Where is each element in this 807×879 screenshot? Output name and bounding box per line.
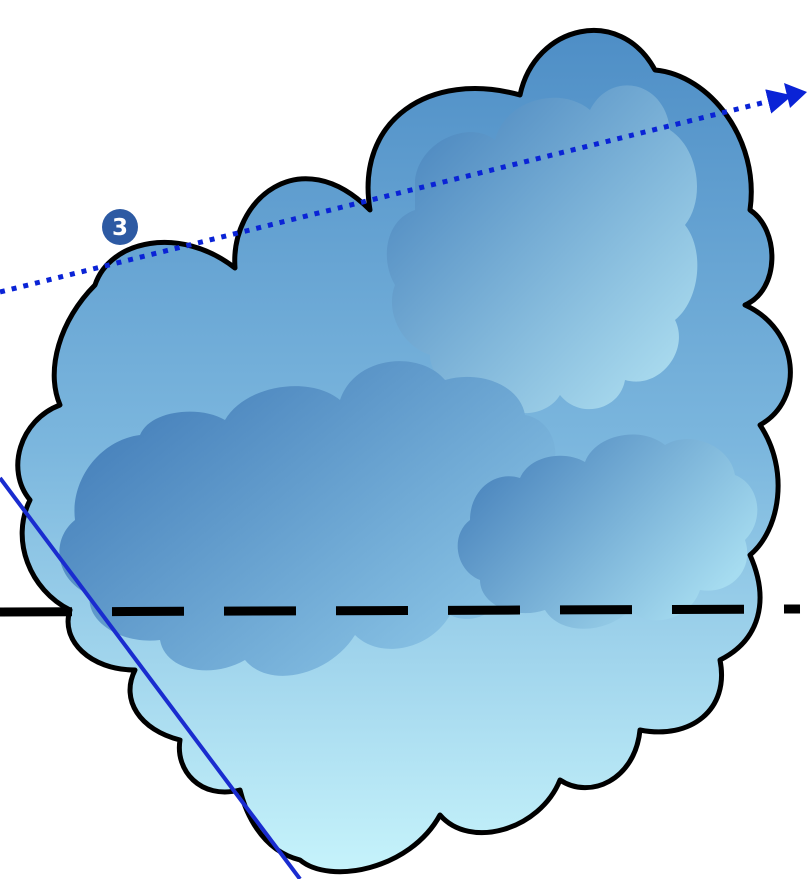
- dashed-line: [0, 604, 801, 617]
- inner-cloud-upper: [386, 85, 698, 414]
- solid-path: [0, 476, 302, 879]
- arrow-head-icon: [784, 83, 807, 108]
- inner-cloud-left: [59, 361, 556, 676]
- marker-3-badge: [102, 209, 138, 245]
- marker-3-label: 3: [112, 215, 128, 241]
- dotted-arrow-path: [0, 89, 793, 295]
- marker-3: 3: [102, 209, 138, 245]
- inner-cloud-right: [457, 434, 758, 629]
